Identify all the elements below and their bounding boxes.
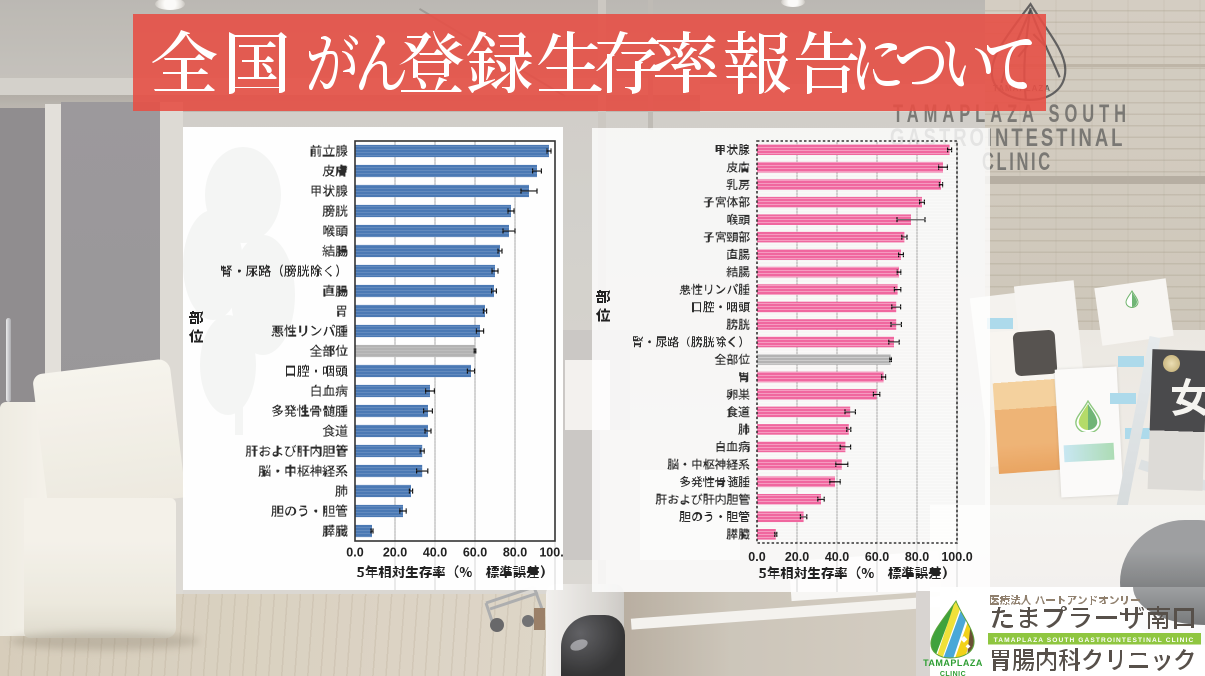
svg-text:60.0: 60.0 xyxy=(865,550,889,564)
svg-text:0.0: 0.0 xyxy=(346,546,363,560)
svg-text:80.0: 80.0 xyxy=(905,550,929,564)
svg-text:80.0: 80.0 xyxy=(503,546,527,560)
svg-text:20.0: 20.0 xyxy=(785,550,809,564)
svg-text:TAMAPLAZA SOUTH GASTROINTESTIN: TAMAPLAZA SOUTH GASTROINTESTINAL CLINIC xyxy=(994,637,1195,644)
svg-text:100.0: 100.0 xyxy=(941,550,972,564)
svg-text:40.0: 40.0 xyxy=(423,546,447,560)
svg-text:100.0: 100.0 xyxy=(539,546,563,560)
svg-text:40.0: 40.0 xyxy=(825,550,849,564)
svg-text:0.0: 0.0 xyxy=(748,550,765,564)
svg-text:20.0: 20.0 xyxy=(383,546,407,560)
svg-text:60.0: 60.0 xyxy=(463,546,487,560)
